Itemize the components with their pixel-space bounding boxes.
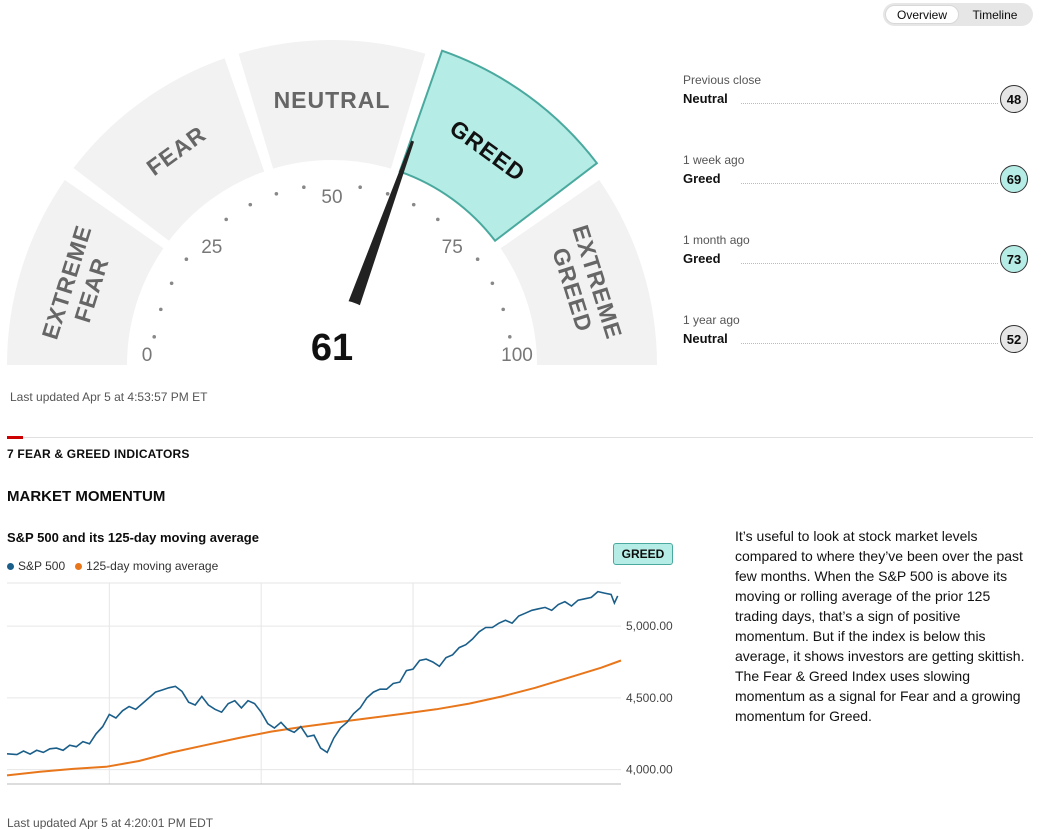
history-rating: Greed xyxy=(683,251,721,266)
series-line-sp500 xyxy=(6,590,619,756)
legend-label-sp500: S&P 500 xyxy=(18,559,66,573)
history-item: Previous close Neutral 48 xyxy=(683,73,1028,117)
history-leader-line xyxy=(741,263,998,264)
history-item: 1 year ago Neutral 52 xyxy=(683,313,1028,357)
tab-overview[interactable]: Overview xyxy=(885,5,959,24)
history-period: 1 year ago xyxy=(683,313,740,327)
gauge-needle xyxy=(348,140,415,306)
gauge-segment-fear xyxy=(73,58,265,241)
gauge-last-updated: Last updated Apr 5 at 4:53:57 PM ET xyxy=(10,390,208,404)
gauge-tick-dot xyxy=(385,192,390,196)
history-leader-line xyxy=(741,343,998,344)
gauge-scale-label-0: 0 xyxy=(142,345,153,366)
history-value-badge: 48 xyxy=(1000,85,1028,113)
gauge-tick-dot xyxy=(490,281,495,286)
gauge-tick-dot xyxy=(358,185,362,190)
history-period: 1 month ago xyxy=(683,233,750,247)
gauge-segment-extreme-greed xyxy=(500,179,657,365)
gauge-tick-dot xyxy=(169,281,174,286)
gauge-tick-dot xyxy=(248,202,253,207)
gauge-scale-label-100: 100 xyxy=(501,345,533,366)
fear-greed-gauge: EXTREMEFEARFEARNEUTRALGREEDEXTREMEGREED … xyxy=(7,39,657,385)
legend-dot-sp500 xyxy=(7,562,14,570)
gauge-tick-dot xyxy=(152,335,157,339)
history-rating: Neutral xyxy=(683,331,728,346)
gauge-scale-label-75: 75 xyxy=(442,237,463,258)
gauge-tick-dot xyxy=(436,217,440,222)
history-item: 1 week ago Greed 69 xyxy=(683,153,1028,197)
indicator-title: MARKET MOMENTUM xyxy=(7,488,166,505)
history-rating: Greed xyxy=(683,171,721,186)
gauge-scale-label-50: 50 xyxy=(321,187,342,208)
chart-last-updated: Last updated Apr 5 at 4:20:01 PM EDT xyxy=(7,816,214,829)
history-value-badge: 69 xyxy=(1000,165,1028,193)
y-tick-label: 4,000.00 xyxy=(626,763,673,777)
gauge-tick-dot xyxy=(184,257,189,261)
section-accent xyxy=(7,436,23,439)
gauge-segment-neutral xyxy=(238,39,426,169)
history-rating: Neutral xyxy=(683,91,728,106)
y-tick-label: 5,000.00 xyxy=(626,619,673,633)
gauge-value: 61 xyxy=(311,327,353,369)
gauge-segment-extreme-fear xyxy=(7,179,164,365)
gauge-tick-dot xyxy=(475,257,480,261)
gauge-inner-face xyxy=(132,165,532,365)
section-divider xyxy=(7,437,1033,438)
gauge-tick-dot xyxy=(274,192,279,196)
history-value-badge: 52 xyxy=(1000,325,1028,353)
gauge-tick-dot xyxy=(501,307,505,312)
section-kicker: 7 FEAR & GREED INDICATORS xyxy=(7,447,190,461)
y-tick-label: 4,500.00 xyxy=(626,691,673,705)
gauge-label-neutral: NEUTRAL xyxy=(274,87,391,113)
view-toggle: Overview Timeline xyxy=(883,3,1033,26)
indicator-rating-badge: GREED xyxy=(613,543,673,565)
legend-item-sp500[interactable]: S&P 500 xyxy=(7,559,65,573)
gauge-hub xyxy=(266,299,398,385)
tab-timeline[interactable]: Timeline xyxy=(972,7,1018,22)
history-leader-line xyxy=(741,103,998,104)
gauge-tick-dot xyxy=(224,217,228,222)
gauge-scale-label-25: 25 xyxy=(201,237,222,258)
gauge-tick-dot xyxy=(159,307,163,312)
series-line-moving-average xyxy=(6,659,622,777)
gauge-tick-dot xyxy=(411,202,416,207)
legend-label-moving-average: 125-day moving average xyxy=(86,559,219,573)
momentum-chart: 4,000.004,500.005,000.00Jul 2023OctJan 2… xyxy=(6,582,673,785)
legend-dot-moving-average xyxy=(75,562,83,570)
gauge-tick-dot xyxy=(302,185,306,190)
chart-legend: S&P 500 125-day moving average xyxy=(7,559,218,573)
history-period: 1 week ago xyxy=(683,153,745,167)
history-leader-line xyxy=(741,183,998,184)
indicator-description: It’s useful to look at stock market leve… xyxy=(735,528,1025,724)
legend-item-moving-average[interactable]: 125-day moving average xyxy=(75,559,218,573)
history-value-badge: 73 xyxy=(1000,245,1028,273)
gauge-segment-greed xyxy=(398,49,599,243)
history-period: Previous close xyxy=(683,73,762,87)
history-item: 1 month ago Greed 73 xyxy=(683,233,1028,277)
gauge-tick-dot xyxy=(507,335,512,339)
chart-title: S&P 500 and its 125-day moving average xyxy=(7,530,259,545)
